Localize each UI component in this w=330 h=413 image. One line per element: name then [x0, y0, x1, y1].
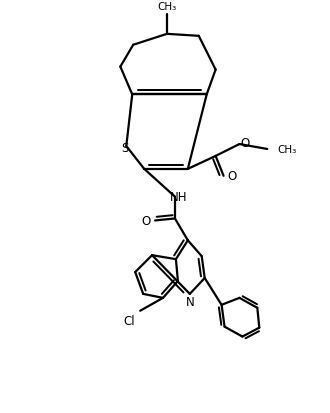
Text: NH: NH: [170, 191, 188, 204]
Text: O: O: [142, 214, 151, 228]
Text: CH₃: CH₃: [157, 2, 177, 12]
Text: O: O: [227, 170, 237, 183]
Text: CH₃: CH₃: [277, 145, 296, 154]
Text: S: S: [122, 142, 129, 155]
Text: Cl: Cl: [124, 314, 135, 327]
Text: O: O: [241, 136, 250, 149]
Text: N: N: [185, 295, 194, 308]
